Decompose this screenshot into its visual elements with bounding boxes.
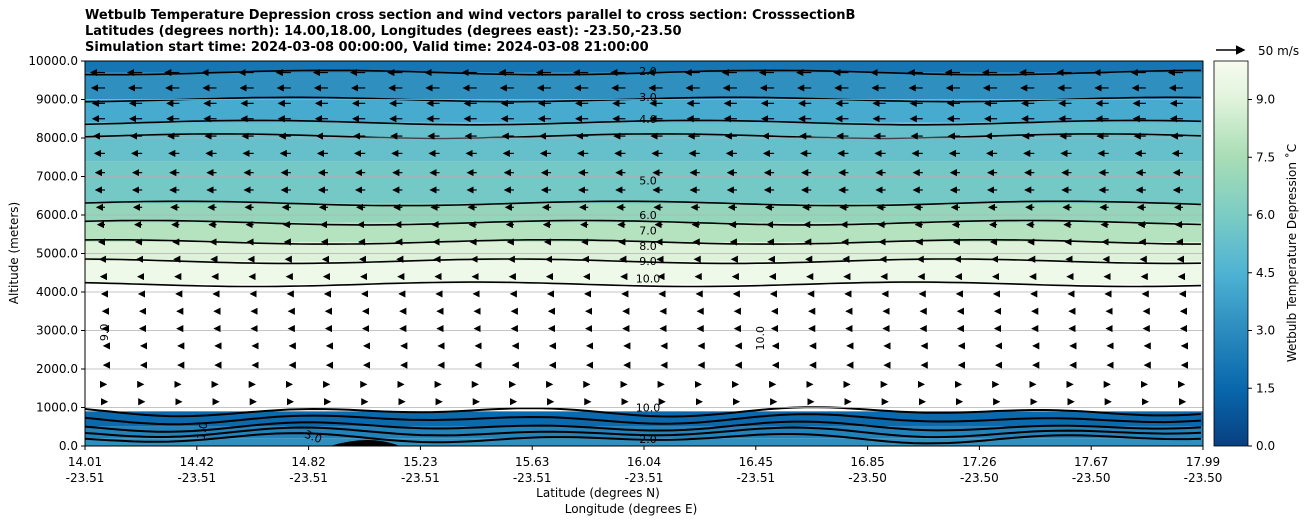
side-contour-label-3: 3.0 bbox=[303, 428, 324, 446]
x-tick-lat-8: 17.26 bbox=[962, 455, 996, 469]
contour-line-9 bbox=[84, 406, 1202, 418]
contour-fill-layer-10 bbox=[85, 411, 1203, 427]
title-line-1: Wetbulb Temperature Depression cross sec… bbox=[85, 8, 856, 23]
y-tick-label-6: 6000.0 bbox=[36, 208, 78, 222]
colorbar-label: Wetbulb Temperature Depression ˚C bbox=[1284, 144, 1299, 362]
wind-reference-label: 50 m/s bbox=[1258, 44, 1299, 58]
contour-label-2: 4.0 bbox=[639, 113, 657, 126]
contour-line-1 bbox=[84, 96, 1202, 103]
x-tick-lat-6: 16.45 bbox=[739, 455, 773, 469]
x-tick-lon-3: -23.51 bbox=[401, 471, 440, 485]
contour-fill-layer-6 bbox=[85, 222, 1203, 242]
contour-fill-layer-2 bbox=[85, 99, 1203, 123]
colorbar bbox=[1213, 60, 1249, 447]
contour-fill-layer-4 bbox=[85, 161, 1203, 204]
x-tick-lat-2: 14.82 bbox=[291, 455, 325, 469]
contour-label-7: 9.0 bbox=[639, 255, 657, 268]
contour-label-4: 6.0 bbox=[639, 209, 657, 222]
wind-vectors bbox=[89, 68, 1188, 406]
x-tick-lat-10: 17.99 bbox=[1186, 455, 1220, 469]
colorbar-tick-label-5: 7.5 bbox=[1256, 150, 1275, 164]
y-tick-label-8: 8000.0 bbox=[36, 131, 78, 145]
x-tick-lon-10: -23.50 bbox=[1184, 471, 1223, 485]
y-tick-label-9: 9000.0 bbox=[36, 93, 78, 107]
y-axis: 0.0 1000.0 2000.0 3000.0 4000.0 5000.0 6000.0 7… bbox=[28, 54, 85, 453]
contour-fill-layers bbox=[85, 61, 1203, 446]
y-tick-label-5: 5000.0 bbox=[36, 247, 78, 261]
x-tick-lat-0: 14.01 bbox=[68, 455, 102, 469]
colorbar-tick-label-4: 6.0 bbox=[1256, 208, 1275, 222]
contour-line-5 bbox=[84, 219, 1202, 226]
title-line-3: Simulation start time: 2024-03-08 00:00:… bbox=[85, 40, 649, 55]
contour-fill-layer-1 bbox=[85, 72, 1203, 100]
contour-label-6: 8.0 bbox=[639, 240, 657, 253]
contour-label-10: 2.0 bbox=[639, 433, 657, 446]
contour-line-12 bbox=[84, 426, 1202, 439]
contour-lines bbox=[84, 69, 1202, 446]
title-line-2: Latitudes (degrees north): 14.00,18.00, … bbox=[85, 24, 682, 39]
y-tick-label-0: 0.0 bbox=[59, 439, 78, 453]
x-tick-lon-0: -23.51 bbox=[66, 471, 105, 485]
colorbar-tick-label-2: 3.0 bbox=[1256, 324, 1275, 338]
x-tick-lon-6: -23.51 bbox=[736, 471, 775, 485]
y-axis-label: Altitude (meters) bbox=[7, 202, 21, 304]
side-contour-label-0: 9.0 bbox=[98, 324, 111, 342]
contour-fill-layer-5 bbox=[85, 203, 1203, 223]
colorbar-ticks: 0.0 1.5 3.0 4.5 6.0 7.5 9.0 bbox=[1248, 93, 1275, 453]
contour-line-11 bbox=[84, 420, 1202, 433]
contour-line-13 bbox=[84, 432, 1202, 445]
contour-label-8: 10.0 bbox=[636, 273, 661, 286]
colorbar-tick-label-0: 0.0 bbox=[1256, 439, 1275, 453]
contour-label-3: 5.0 bbox=[639, 174, 657, 187]
contour-line-3 bbox=[84, 133, 1202, 140]
contour-fill-layer-12 bbox=[85, 438, 1203, 446]
colorbar-tick-label-6: 9.0 bbox=[1256, 93, 1275, 107]
x-tick-lon-2: -23.51 bbox=[289, 471, 328, 485]
x-tick-lat-3: 15.23 bbox=[403, 455, 437, 469]
contour-line-8 bbox=[84, 281, 1202, 288]
side-contour-label-2: 1.0 bbox=[195, 421, 211, 440]
x-axis-label-lat: Latitude (degrees N) bbox=[536, 486, 660, 500]
x-tick-lat-1: 14.42 bbox=[180, 455, 214, 469]
contour-label-5: 7.0 bbox=[639, 224, 657, 237]
contour-label-9: 10.0 bbox=[636, 402, 661, 415]
x-tick-lon-9: -23.50 bbox=[1072, 471, 1111, 485]
x-tick-lat-5: 16.04 bbox=[627, 455, 661, 469]
contour-line-10 bbox=[84, 413, 1202, 426]
x-tick-lon-4: -23.51 bbox=[513, 471, 552, 485]
x-tick-lat-9: 17.67 bbox=[1074, 455, 1108, 469]
x-tick-lon-1: -23.51 bbox=[177, 471, 216, 485]
colorbar-tick-label-3: 4.5 bbox=[1256, 266, 1275, 280]
contour-fill-layer-11 bbox=[85, 426, 1203, 439]
y-tick-label-10: 10000.0 bbox=[28, 54, 78, 68]
x-tick-lon-5: -23.51 bbox=[625, 471, 664, 485]
contour-line-6 bbox=[84, 239, 1201, 245]
x-axis-label-lon: Longitude (degrees E) bbox=[565, 502, 698, 516]
y-tick-label-3: 3000.0 bbox=[36, 324, 78, 338]
contour-line-0 bbox=[84, 69, 1201, 76]
x-tick-lat-4: 15.63 bbox=[515, 455, 549, 469]
contour-line-7 bbox=[84, 258, 1202, 265]
contour-fill-layer-9 bbox=[85, 284, 1203, 412]
contour-fill-layer-0 bbox=[85, 61, 1203, 73]
contour-fill-layer-3 bbox=[85, 122, 1203, 162]
contour-label-0: 2.0 bbox=[639, 65, 657, 78]
colorbar-tick-label-1: 1.5 bbox=[1256, 381, 1275, 395]
x-tick-lat-7: 16.85 bbox=[850, 455, 884, 469]
y-tick-label-4: 4000.0 bbox=[36, 285, 78, 299]
contour-label-1: 3.0 bbox=[639, 91, 657, 104]
x-tick-lon-8: -23.50 bbox=[960, 471, 999, 485]
contour-line-2 bbox=[84, 119, 1202, 126]
chart-title: Wetbulb Temperature Depression cross sec… bbox=[85, 8, 855, 56]
side-contour-label-1: 10.0 bbox=[754, 326, 767, 351]
terrain-bump bbox=[330, 440, 400, 446]
y-tick-label-1: 1000.0 bbox=[36, 401, 78, 415]
contour-line-4 bbox=[84, 200, 1202, 207]
x-axis: 14.01 -23.51 14.42 -23.51 14.82 -23.51 15.23 -2… bbox=[66, 446, 1223, 485]
contour-labels: 2.0 3.0 4.0 5.0 6.0 7.0 8.0 9.0 10.0 10.0 2.0 9.0 10… bbox=[98, 65, 767, 446]
y-tick-label-7: 7000.0 bbox=[36, 170, 78, 184]
y-tick-label-2: 2000.0 bbox=[36, 362, 78, 376]
x-tick-lon-7: -23.50 bbox=[848, 471, 887, 485]
